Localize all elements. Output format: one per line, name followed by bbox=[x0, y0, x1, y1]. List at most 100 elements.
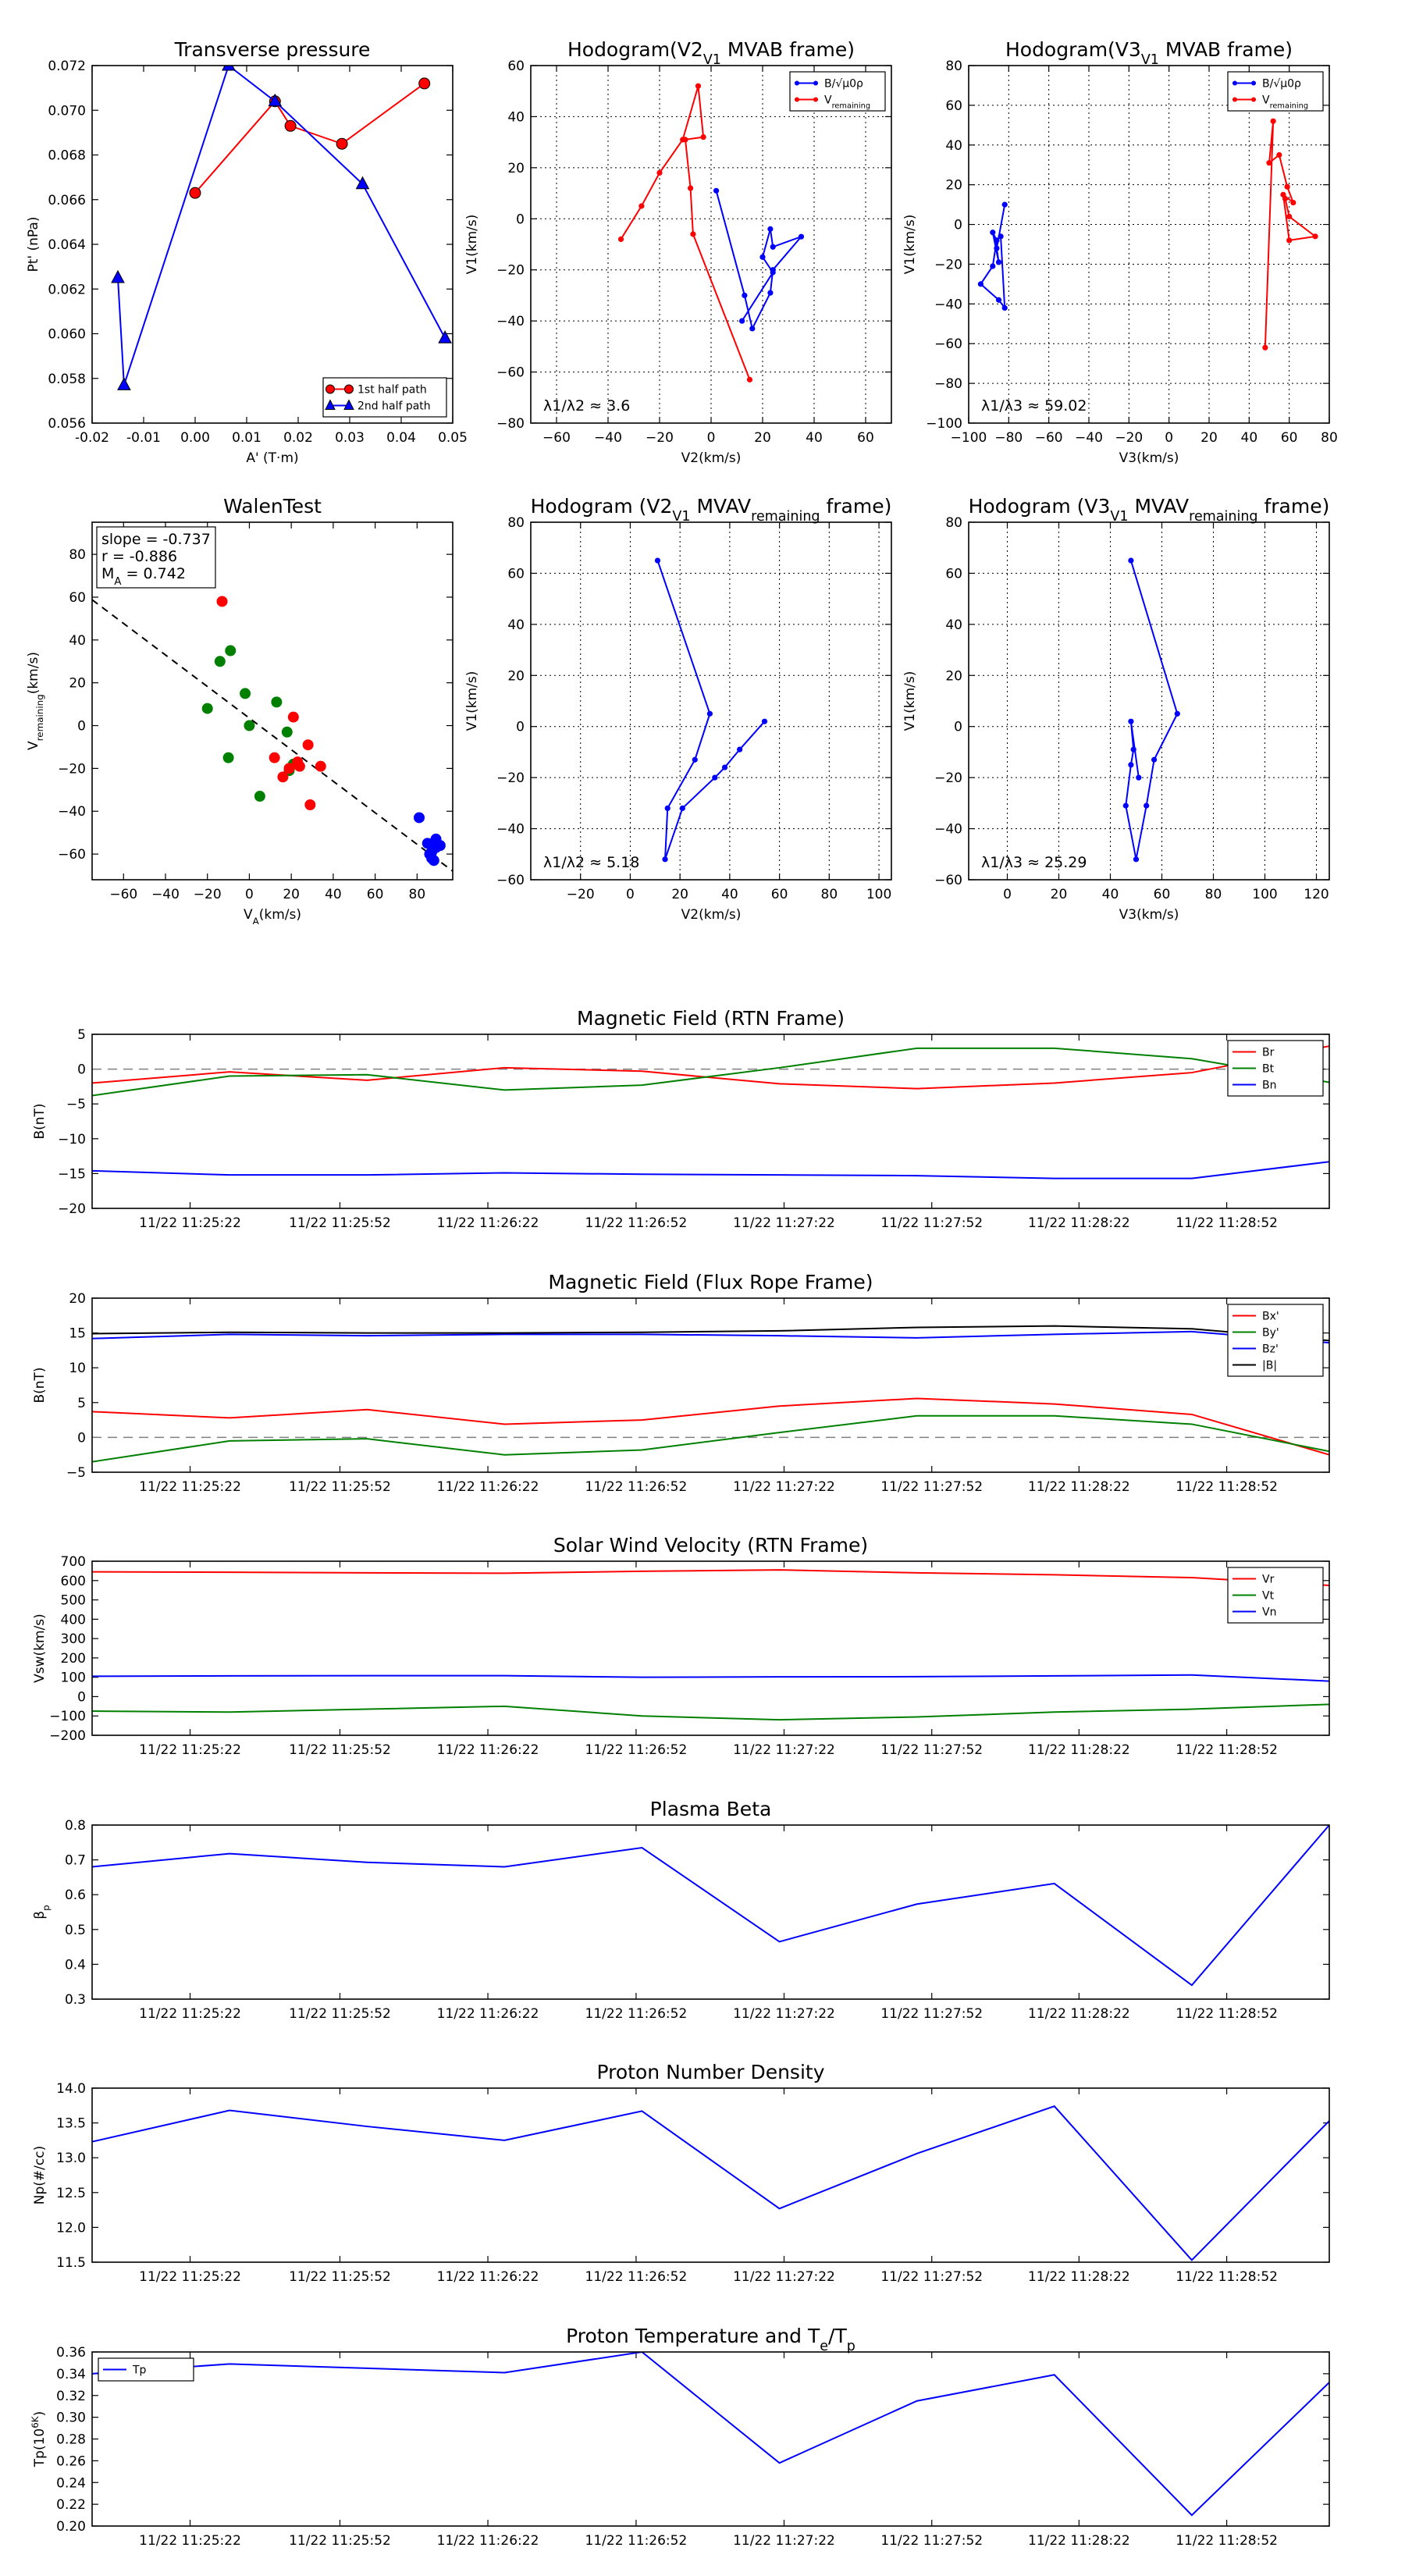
x-tick-label: 0.00 bbox=[180, 430, 210, 446]
y-tick-label: −80 bbox=[496, 416, 525, 432]
axes-frame bbox=[968, 65, 1330, 424]
x-tick-label: 40 bbox=[1102, 887, 1119, 902]
y-tick-label: −10 bbox=[58, 1132, 86, 1147]
stats-line: r = -0.886 bbox=[101, 548, 177, 565]
data-point bbox=[430, 841, 442, 853]
x-tick-label: 60 bbox=[771, 887, 788, 902]
data-point bbox=[798, 233, 805, 240]
data-point bbox=[759, 254, 766, 260]
data-point bbox=[713, 187, 720, 194]
data-point bbox=[1122, 802, 1129, 809]
data-point bbox=[111, 269, 125, 283]
series-line-2ndhalfpath bbox=[117, 66, 446, 386]
data-point bbox=[692, 756, 698, 763]
y-tick-label: 0 bbox=[516, 720, 525, 735]
x-tick-label: 11/22 11:25:22 bbox=[139, 1215, 241, 1231]
y-tick-label: 40 bbox=[945, 138, 962, 154]
x-tick-label: -0.01 bbox=[126, 430, 161, 446]
data-point bbox=[244, 720, 255, 731]
legend-marker bbox=[1232, 97, 1237, 102]
y-tick-label: 0 bbox=[77, 1430, 86, 1446]
eigenvalue-ratio-annotation: λ1/λ2 ≈ 5.18 bbox=[543, 854, 639, 871]
data-point bbox=[1001, 304, 1008, 311]
y-tick-label: 0 bbox=[77, 1062, 86, 1078]
y-tick-label: −20 bbox=[496, 263, 525, 279]
data-point bbox=[706, 710, 713, 717]
data-point bbox=[1174, 710, 1180, 717]
x-tick-label: −60 bbox=[1035, 430, 1063, 446]
y-tick-label: 60 bbox=[945, 98, 962, 114]
x-tick-label: 11/22 11:28:22 bbox=[1028, 2533, 1130, 2549]
data-point bbox=[662, 856, 668, 863]
y-tick-label: 0.24 bbox=[56, 2475, 86, 2491]
series-line-s0 bbox=[92, 1825, 1329, 1987]
legend-label: Bz' bbox=[1262, 1343, 1279, 1356]
x-axis-label: V2(km/s) bbox=[681, 907, 742, 923]
y-tick-label: 80 bbox=[945, 59, 962, 74]
y-tick-label: 0.8 bbox=[65, 1818, 86, 1834]
data-point bbox=[284, 119, 297, 132]
data-point bbox=[201, 703, 213, 714]
axes-frame bbox=[91, 1034, 1330, 1209]
y-tick-label: 0.26 bbox=[56, 2453, 86, 2469]
plot-area bbox=[92, 1825, 1329, 1987]
data-point bbox=[617, 236, 624, 243]
data-point bbox=[995, 259, 1002, 265]
x-tick-label: 80 bbox=[409, 887, 426, 902]
y-tick-label: 0.5 bbox=[65, 1923, 86, 1938]
chart-title: Plasma Beta bbox=[650, 1798, 772, 1820]
data-point bbox=[742, 292, 748, 299]
series-line-by bbox=[92, 1414, 1329, 1463]
x-tick-label: 120 bbox=[1304, 887, 1329, 902]
axes-frame bbox=[968, 521, 1330, 881]
y-tick-label: −20 bbox=[934, 257, 962, 272]
y-tick-label: 80 bbox=[507, 515, 525, 531]
y-tick-label: 0.4 bbox=[65, 1957, 86, 1973]
x-tick-label: 11/22 11:25:22 bbox=[139, 2533, 241, 2549]
y-tick-label: −40 bbox=[496, 314, 525, 329]
y-tick-label: 0.32 bbox=[56, 2389, 86, 2404]
x-tick-label: 11/22 11:25:52 bbox=[289, 2269, 391, 2285]
x-axis-label: V3(km/s) bbox=[1119, 450, 1179, 466]
data-point bbox=[304, 799, 316, 811]
x-tick-label: 80 bbox=[821, 887, 838, 902]
data-point bbox=[767, 226, 774, 232]
x-tick-label: 11/22 11:26:22 bbox=[437, 2269, 539, 2285]
data-point bbox=[268, 93, 283, 107]
y-tick-label: 0 bbox=[954, 218, 962, 233]
y-tick-label: 40 bbox=[507, 109, 525, 125]
y-tick-label: 13.5 bbox=[56, 2116, 86, 2132]
x-tick-label: 11/22 11:25:52 bbox=[289, 1742, 391, 1758]
x-tick-label: 60 bbox=[1154, 887, 1171, 902]
data-point bbox=[721, 764, 728, 770]
y-axis-label: Tp(106K) bbox=[30, 2411, 48, 2467]
data-point bbox=[271, 696, 283, 708]
x-tick-label: 11/22 11:28:22 bbox=[1028, 2269, 1130, 2285]
series-line-vn bbox=[92, 1674, 1329, 1682]
x-tick-label: 11/22 11:26:52 bbox=[585, 1215, 688, 1231]
y-tick-label: 20 bbox=[507, 161, 525, 176]
axes-frame bbox=[91, 1560, 1330, 1736]
data-point bbox=[1290, 199, 1297, 206]
x-tick-label: 40 bbox=[325, 887, 342, 902]
y-tick-label: 13.0 bbox=[56, 2151, 86, 2166]
legend-marker bbox=[813, 97, 818, 102]
y-tick-label: 20 bbox=[945, 668, 962, 684]
data-point bbox=[225, 645, 237, 656]
y-tick-label: 100 bbox=[61, 1670, 86, 1686]
y-tick-label: 200 bbox=[61, 1651, 86, 1667]
x-tick-label: 20 bbox=[1200, 430, 1218, 446]
x-tick-label: −40 bbox=[1075, 430, 1103, 446]
x-tick-label: 60 bbox=[367, 887, 384, 902]
y-tick-label: −60 bbox=[496, 365, 525, 381]
y-tick-label: 0.062 bbox=[48, 282, 86, 297]
axes-frame bbox=[530, 521, 892, 881]
axes-frame bbox=[91, 65, 454, 424]
plot-area bbox=[92, 1569, 1329, 1721]
y-tick-label: −15 bbox=[58, 1166, 86, 1182]
plot-area bbox=[1122, 557, 1180, 863]
y-axis-label: B(nT) bbox=[32, 1103, 48, 1139]
y-tick-label: 0.060 bbox=[48, 327, 86, 343]
y-tick-label: 15 bbox=[69, 1326, 86, 1342]
data-point bbox=[990, 229, 996, 236]
